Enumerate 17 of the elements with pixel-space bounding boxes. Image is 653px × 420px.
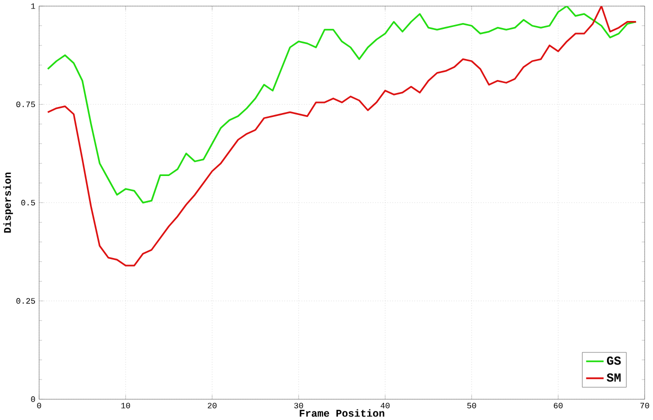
y-tick-label: 0.5 — [21, 200, 35, 206]
y-tick-label: 0 — [31, 396, 36, 402]
x-tick-label: 40 — [380, 402, 390, 408]
x-tick-label: 0 — [37, 402, 42, 408]
y-tick-label: 1 — [31, 3, 36, 9]
x-axis-title: Frame Position — [300, 409, 384, 417]
x-tick-label: 60 — [554, 402, 563, 408]
legend-label: SM — [606, 373, 621, 382]
x-tick-label: 10 — [121, 402, 130, 408]
x-tick-label: 70 — [640, 402, 650, 408]
x-tick-label: 30 — [294, 402, 304, 408]
x-tick-label: 20 — [208, 402, 217, 408]
y-tick-label: 0.75 — [16, 102, 35, 108]
x-tick-label: 50 — [467, 402, 476, 408]
y-tick-label: 0.25 — [16, 298, 35, 304]
legend-label: GS — [606, 356, 621, 365]
y-axis-title: Dispersion — [3, 172, 13, 233]
